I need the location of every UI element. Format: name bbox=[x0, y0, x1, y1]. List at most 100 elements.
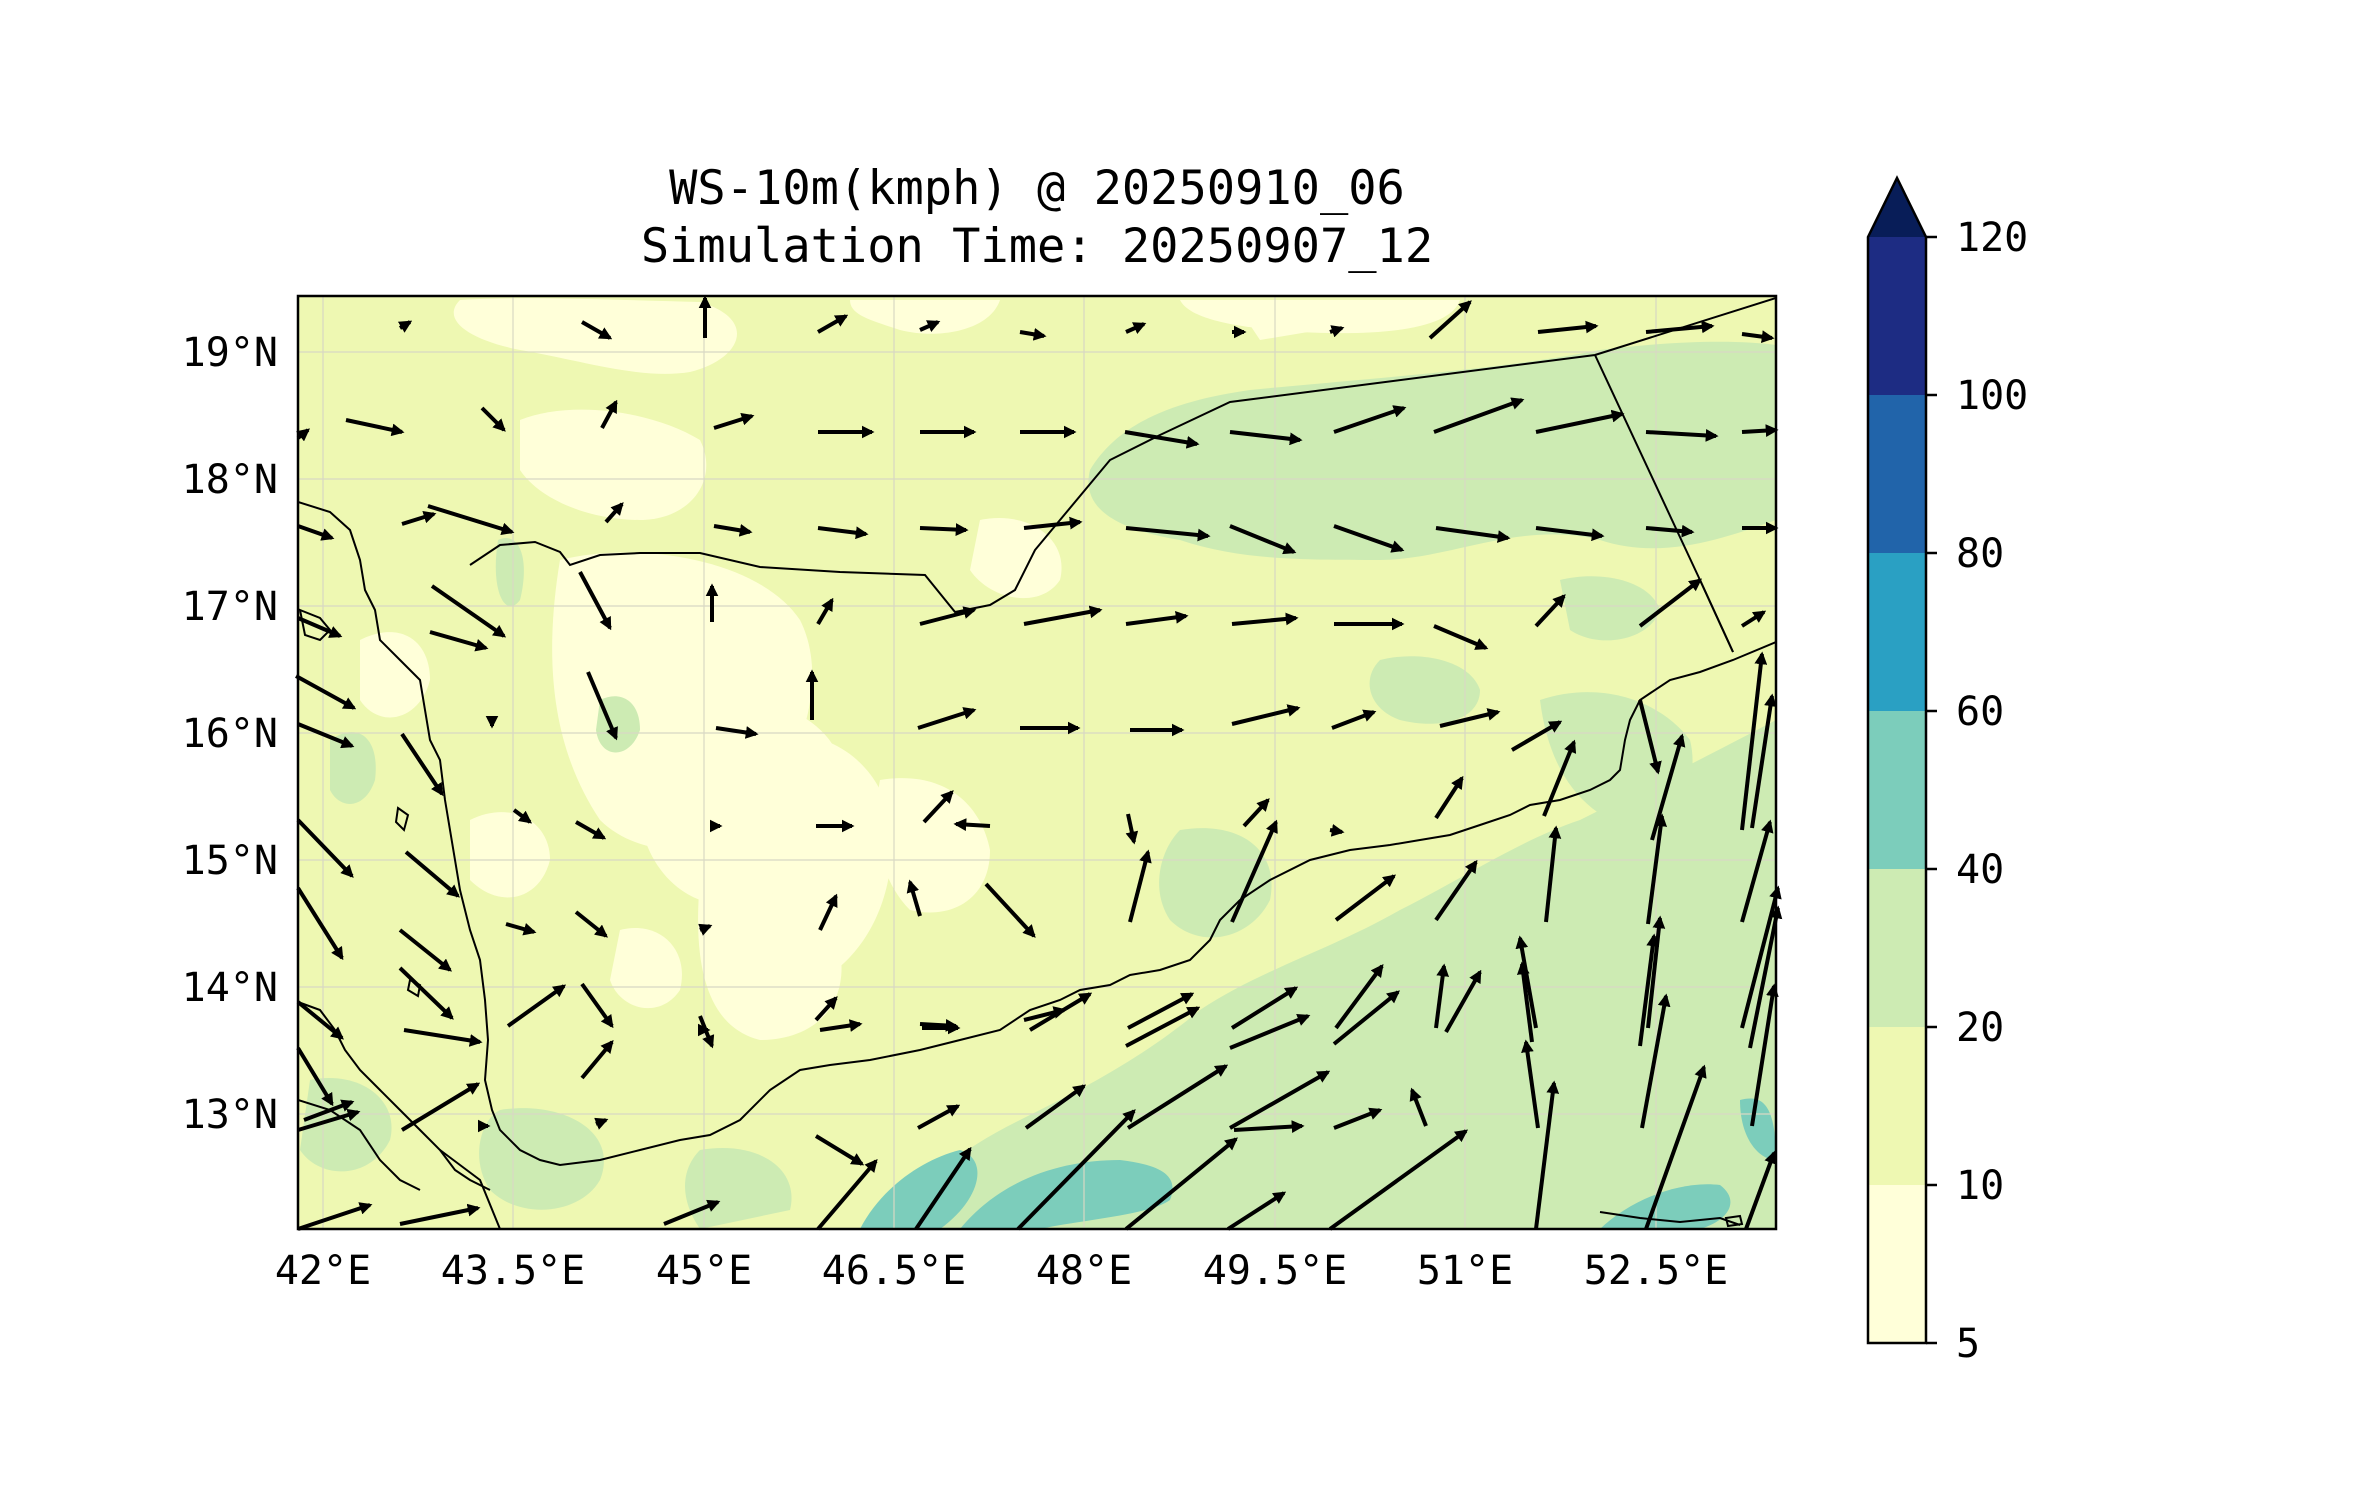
wind-vector-arrow bbox=[1516, 961, 1534, 1043]
wind-vector-arrow bbox=[1233, 1120, 1305, 1133]
wind-vector-arrow bbox=[586, 671, 618, 741]
wind-vector-arrow bbox=[1510, 720, 1563, 752]
wind-vector-arrow bbox=[906, 879, 922, 917]
wind-vector-arrow bbox=[1638, 699, 1662, 775]
wind-vector-arrow bbox=[580, 982, 614, 1029]
wind-vector-arrow bbox=[1740, 651, 1768, 831]
wind-vector-arrow bbox=[1638, 578, 1703, 628]
cb-label-5: 5 bbox=[1956, 1321, 1980, 1367]
wind-vector-arrow bbox=[1231, 704, 1301, 726]
lat-tick-14: 14°N bbox=[182, 965, 278, 1011]
wind-vector-arrow bbox=[919, 320, 941, 333]
lon-tick-52.5: 52.5°E bbox=[1584, 1248, 1729, 1294]
wind-vector-arrow bbox=[713, 412, 755, 430]
wind-vector-arrow bbox=[512, 808, 533, 824]
wind-vector-arrow bbox=[1439, 708, 1501, 728]
wind-vectors bbox=[295, 295, 1783, 1231]
cb-swatch-60-80 bbox=[1868, 553, 1926, 711]
wind-vector-arrow bbox=[1334, 874, 1397, 922]
wind-vector-arrow bbox=[1328, 1129, 1469, 1231]
wind-vector-arrow bbox=[296, 1000, 344, 1040]
wind-vector-arrow bbox=[698, 923, 713, 936]
wind-vector-arrow bbox=[1128, 849, 1152, 923]
wind-vector-arrow bbox=[917, 707, 977, 730]
wind-vector-arrow bbox=[1646, 813, 1668, 925]
wind-vector-arrow bbox=[1230, 986, 1299, 1030]
lon-tick-49.5: 49.5°E bbox=[1203, 1248, 1348, 1294]
wind-vector-arrow bbox=[297, 1108, 361, 1132]
wind-vector-arrow bbox=[1231, 612, 1299, 626]
wind-vector-arrow bbox=[303, 1099, 355, 1122]
wind-vector-arrow bbox=[1329, 325, 1345, 338]
wind-vector-arrow bbox=[1435, 526, 1511, 543]
wind-vector-arrow bbox=[1023, 605, 1103, 626]
cb-ticks bbox=[1926, 235, 1937, 1345]
wind-vector-arrow bbox=[1638, 933, 1660, 1047]
wind-vector-arrow bbox=[1741, 424, 1779, 437]
wind-vector-arrow bbox=[817, 314, 849, 334]
wind-vector-arrow bbox=[1229, 430, 1303, 446]
wind-vector-arrow bbox=[400, 732, 444, 797]
wind-vector-arrow bbox=[1230, 819, 1278, 923]
wind-vector-arrow bbox=[816, 1159, 878, 1231]
wind-vector-arrow bbox=[296, 886, 344, 961]
cb-swatch-5-10 bbox=[1868, 1185, 1926, 1343]
wind-vector-arrow bbox=[480, 406, 506, 432]
wind-vector-arrow bbox=[506, 984, 567, 1028]
lat-tick-18: 18°N bbox=[182, 457, 278, 503]
wind-vector-arrow bbox=[600, 399, 618, 429]
cb-swatch-20-40 bbox=[1868, 869, 1926, 1027]
cb-label-120: 120 bbox=[1956, 215, 2028, 261]
wind-vector-arrow bbox=[816, 597, 834, 626]
wind-vector-arrow bbox=[1537, 320, 1599, 334]
wind-vector-arrow bbox=[914, 1146, 972, 1231]
lat-tick-13: 13°N bbox=[182, 1092, 278, 1138]
wind-vector-arrow bbox=[713, 524, 753, 537]
field-5-10-patches bbox=[360, 298, 1473, 1190]
longitude-tick-labels: 42°E 43.5°E 45°E 46.5°E 48°E 49.5°E 51°E… bbox=[275, 1248, 1728, 1294]
wind-vector-arrow bbox=[1125, 813, 1139, 845]
wind-vector-arrow bbox=[1028, 992, 1093, 1032]
cb-swatch-100-120 bbox=[1868, 237, 1926, 395]
wind-vector-arrow bbox=[1229, 1070, 1331, 1130]
wind-vector-arrow bbox=[1645, 524, 1695, 538]
wind-vector-arrow bbox=[297, 1202, 373, 1231]
wind-vector-arrow bbox=[1126, 1064, 1229, 1130]
wind-speed-field bbox=[298, 296, 1776, 1229]
wind-vector-arrow bbox=[1741, 330, 1775, 343]
wind-vector-arrow bbox=[715, 726, 759, 739]
wind-vector-arrow bbox=[1229, 524, 1297, 555]
wind-vector-arrow bbox=[1434, 859, 1478, 922]
wind-vector-arrow bbox=[580, 1040, 614, 1080]
wind-vector-arrow bbox=[1023, 516, 1083, 530]
wind-vector-arrow bbox=[1750, 983, 1779, 1127]
wind-vector-arrow bbox=[296, 818, 354, 878]
wind-vector-arrow bbox=[1127, 992, 1195, 1030]
wind-vector-arrow bbox=[345, 418, 405, 437]
wind-vector-arrow bbox=[1331, 709, 1377, 730]
cb-extend-triangle bbox=[1868, 178, 1926, 237]
cb-swatch-40-60 bbox=[1868, 711, 1926, 869]
wind-vector-arrow bbox=[1229, 1013, 1311, 1050]
wind-vector-arrow bbox=[430, 584, 507, 638]
field-20-40-zones bbox=[300, 341, 1776, 1229]
cb-label-10: 10 bbox=[1956, 1163, 2004, 1209]
wind-vector-arrow bbox=[1542, 739, 1577, 817]
title-line-2: Simulation Time: 20250907_12 bbox=[640, 219, 1434, 274]
lon-tick-45: 45°E bbox=[656, 1248, 752, 1294]
wind-vector-arrow bbox=[984, 882, 1036, 938]
wind-vector-arrow bbox=[604, 502, 624, 524]
wind-vector-arrow bbox=[1645, 320, 1715, 334]
lat-tick-15: 15°N bbox=[182, 838, 278, 884]
cb-outline bbox=[1866, 175, 1928, 1345]
wind-vector-arrow bbox=[1333, 405, 1407, 434]
wind-vector-arrow bbox=[1242, 798, 1270, 828]
wind-vector-arrow bbox=[1744, 1150, 1777, 1230]
wind-vector-arrow bbox=[1409, 1087, 1428, 1127]
map-gridlines bbox=[298, 296, 1776, 1229]
cb-label-80: 80 bbox=[1956, 531, 2004, 577]
wind-vector-arrow bbox=[1535, 409, 1625, 434]
wind-vector-arrow bbox=[1125, 526, 1211, 542]
wind-vector-arrow bbox=[814, 996, 838, 1022]
lon-tick-46.5: 46.5°E bbox=[822, 1248, 967, 1294]
